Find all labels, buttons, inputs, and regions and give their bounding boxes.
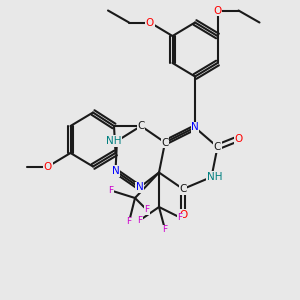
Text: N: N xyxy=(136,182,143,193)
Text: O: O xyxy=(213,5,222,16)
Text: C: C xyxy=(214,142,221,152)
Text: F: F xyxy=(137,216,142,225)
Text: C: C xyxy=(179,184,187,194)
Text: O: O xyxy=(44,161,52,172)
Text: NH: NH xyxy=(207,172,222,182)
Text: C: C xyxy=(137,121,145,131)
Text: O: O xyxy=(234,134,243,144)
Text: F: F xyxy=(162,225,168,234)
Text: F: F xyxy=(177,213,183,222)
Text: NH: NH xyxy=(106,136,122,146)
Text: C: C xyxy=(161,137,169,148)
Text: O: O xyxy=(179,209,187,220)
Text: F: F xyxy=(144,206,150,214)
Text: F: F xyxy=(108,186,114,195)
Text: N: N xyxy=(112,166,119,176)
Text: O: O xyxy=(146,17,154,28)
Text: N: N xyxy=(191,122,199,133)
Text: F: F xyxy=(126,218,132,226)
